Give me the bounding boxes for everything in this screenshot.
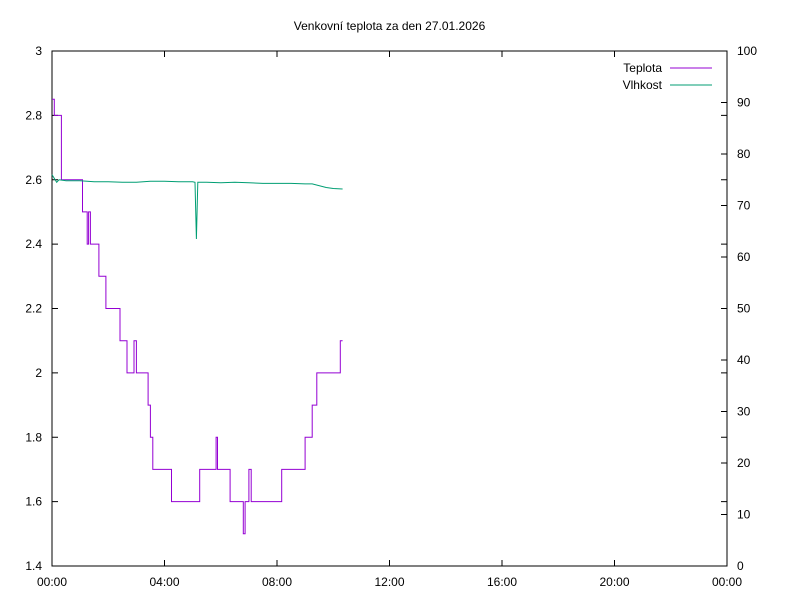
y-tick-label: 2.4 (25, 237, 42, 251)
x-tick-label: 16:00 (487, 575, 517, 589)
x-tick-label: 04:00 (149, 575, 179, 589)
y2-tick-label: 90 (737, 96, 751, 110)
series-line-vlhkost (51, 174, 343, 240)
x-tick-label: 08:00 (262, 575, 292, 589)
x-axis: 00:00 04:00 08:00 12:00 16:00 20:00 00:00 (37, 51, 742, 589)
y2-tick-label: 60 (737, 250, 751, 264)
x-tick-label: 00:00 (37, 575, 67, 589)
chart-axes (51, 50, 728, 567)
y-tick-label: 1.8 (25, 430, 42, 444)
y-tick-label: 2.8 (25, 108, 42, 122)
x-tick-label: 20:00 (599, 575, 629, 589)
plot-border (51, 50, 728, 567)
y2-tick-label: 20 (737, 456, 751, 470)
legend-label: Vlhkost (623, 78, 663, 92)
series-layer (51, 98, 343, 535)
y-tick-label: 2 (35, 366, 42, 380)
y2-tick-label: 40 (737, 353, 751, 367)
y2-tick-label: 10 (737, 508, 751, 522)
y-tick-label: 2.6 (25, 173, 42, 187)
x-tick-label: 00:00 (712, 575, 742, 589)
y-tick-label: 1.4 (25, 559, 42, 573)
y2-tick-label: 30 (737, 405, 751, 419)
chart-title: Venkovní teplota za den 27.01.2026 (294, 19, 486, 33)
x-tick-label: 12:00 (374, 575, 404, 589)
y-tick-label: 2.2 (25, 302, 42, 316)
legend-label: Teplota (623, 61, 662, 75)
y2-tick-label: 70 (737, 199, 751, 213)
right-y-axis: 0 10 20 30 40 50 60 70 80 90 100 (721, 44, 757, 573)
legend: Teplota Vlhkost (623, 61, 712, 92)
y-tick-label: 3 (35, 44, 42, 58)
y2-tick-label: 50 (737, 302, 751, 316)
y2-tick-label: 100 (737, 44, 757, 58)
y2-tick-label: 0 (737, 559, 744, 573)
series-line-teplota (52, 98, 343, 535)
y-tick-label: 1.6 (25, 495, 42, 509)
left-y-axis: 1.4 1.6 1.8 2 2.2 2.4 2.6 2.8 3 (25, 44, 727, 573)
y2-tick-label: 80 (737, 147, 751, 161)
